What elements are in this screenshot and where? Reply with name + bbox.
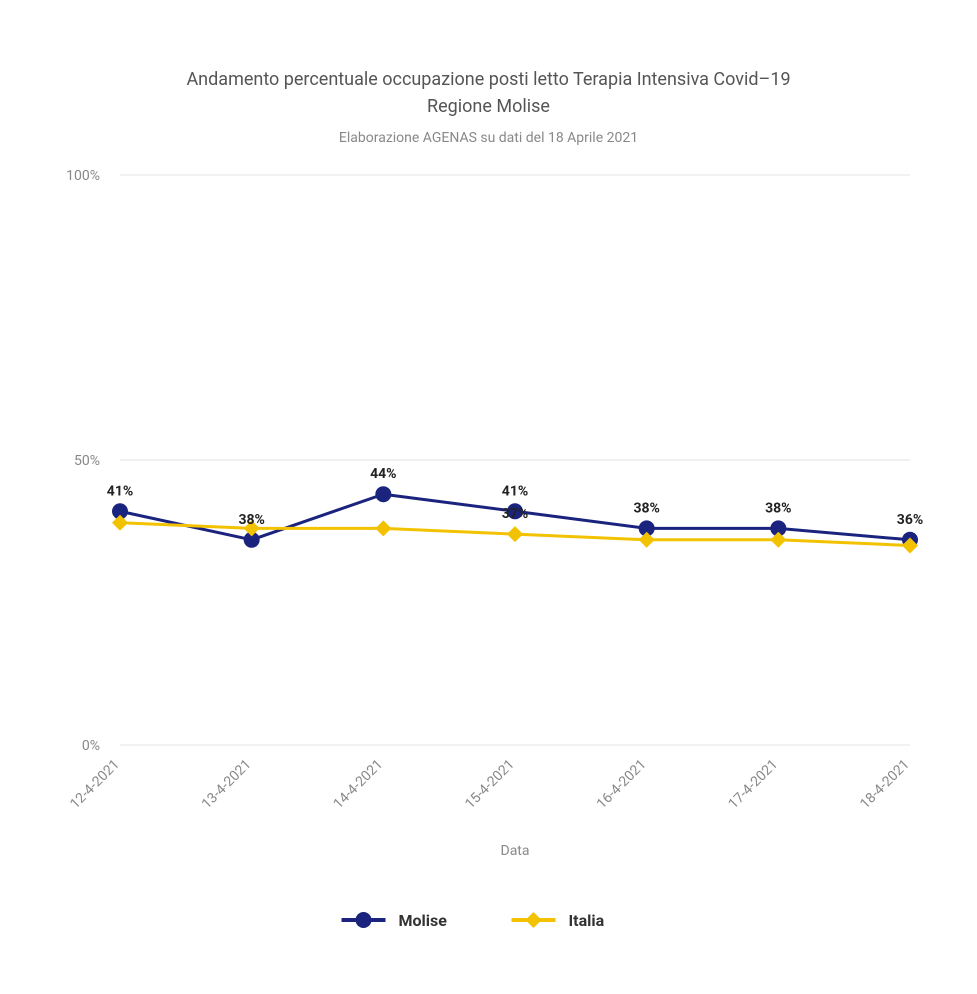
x-tick-label: 12-4-2021: [67, 757, 123, 813]
x-tick-label: 18-4-2021: [857, 757, 913, 813]
marker-diamond: [639, 532, 655, 548]
marker-diamond: [112, 515, 128, 531]
legend-label: Italia: [569, 911, 605, 930]
x-axis-title: Data: [501, 843, 530, 859]
line-chart-svg: Andamento percentuale occupazione posti …: [0, 0, 977, 994]
data-label: 44%: [370, 466, 396, 482]
data-label: 38%: [765, 500, 791, 516]
legend-label: Molise: [399, 911, 448, 930]
data-label: 38%: [633, 500, 659, 516]
legend-marker-circle: [356, 912, 372, 928]
marker-diamond: [507, 526, 523, 542]
data-label: 36%: [897, 512, 923, 528]
chart-title-line1: Andamento percentuale occupazione posti …: [186, 69, 790, 90]
x-tick-label: 13-4-2021: [199, 757, 255, 813]
marker-diamond: [375, 520, 391, 536]
x-tick-label: 16-4-2021: [594, 757, 650, 813]
y-tick-label: 0%: [82, 738, 100, 754]
x-tick-label: 15-4-2021: [462, 757, 518, 813]
chart-title-line2: Regione Molise: [427, 96, 550, 117]
marker-circle: [375, 486, 391, 502]
legend-marker-diamond: [526, 912, 542, 928]
y-tick-label: 50%: [74, 453, 100, 469]
x-tick-label: 17-4-2021: [725, 757, 781, 813]
y-tick-label: 100%: [66, 168, 100, 184]
marker-diamond: [770, 532, 786, 548]
data-label: 38%: [238, 512, 264, 528]
chart-container: Andamento percentuale occupazione posti …: [0, 0, 977, 994]
data-label: 41%: [107, 483, 133, 499]
data-label: 37%: [502, 506, 528, 522]
chart-subtitle: Elaborazione AGENAS su dati del 18 April…: [339, 130, 638, 146]
data-label: 41%: [502, 483, 528, 499]
x-tick-label: 14-4-2021: [330, 757, 386, 813]
